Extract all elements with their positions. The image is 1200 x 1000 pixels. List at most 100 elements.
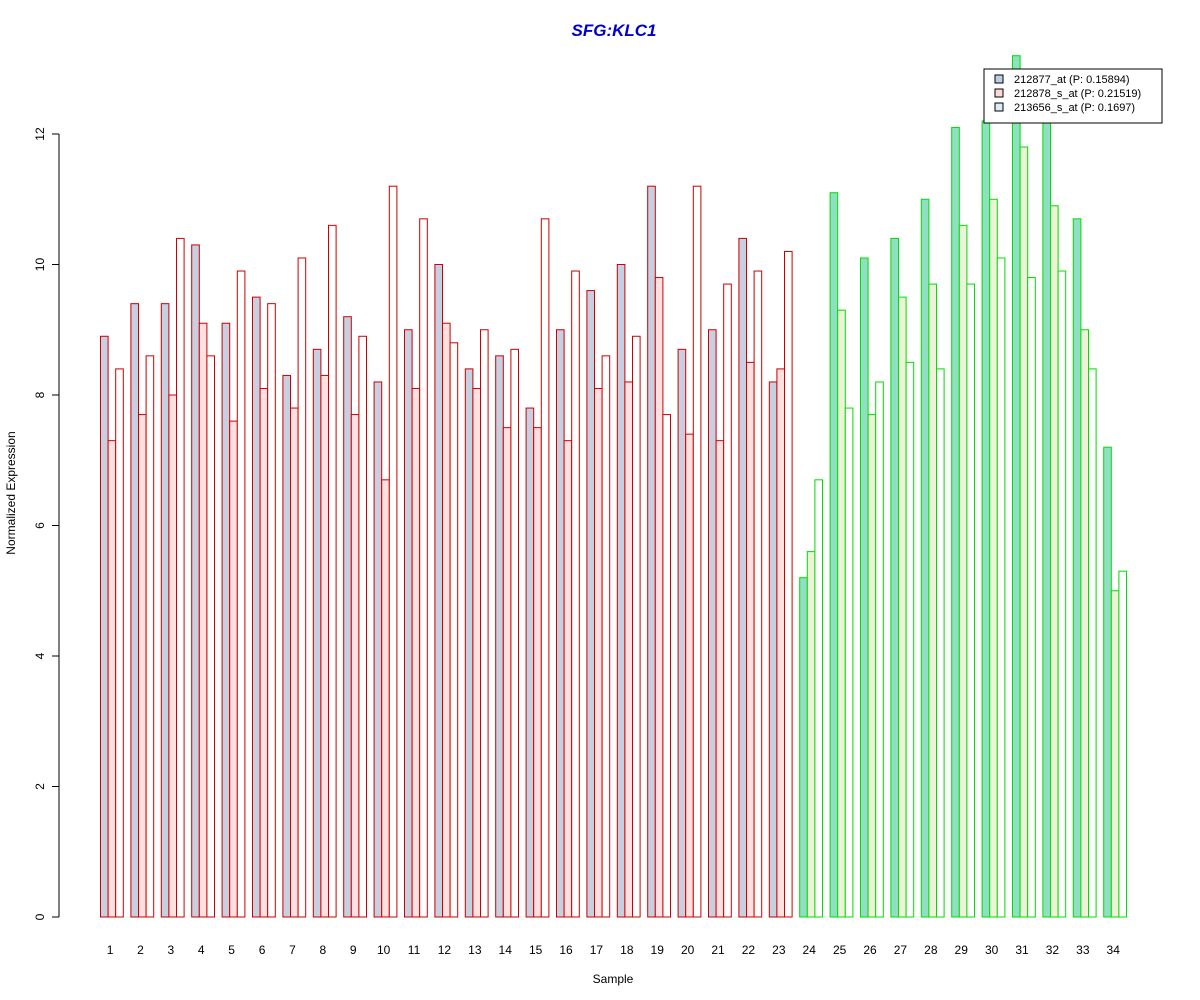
y-tick-label: 2 (33, 783, 47, 790)
bar (419, 218, 428, 918)
y-tick-label: 6 (33, 522, 47, 529)
bar (267, 303, 276, 918)
bar (1057, 270, 1067, 918)
bar (495, 355, 504, 918)
y-tick-label: 8 (33, 391, 47, 398)
bar (502, 427, 512, 918)
bar (989, 198, 998, 918)
bar (328, 224, 337, 918)
x-tick-label: 8 (319, 943, 326, 957)
bar (1027, 277, 1036, 918)
bar (100, 335, 109, 918)
bar (753, 270, 763, 918)
bar (799, 577, 808, 918)
bar (996, 257, 1006, 918)
bar (1019, 146, 1029, 918)
bar (563, 440, 573, 918)
bar (472, 387, 481, 918)
bar (252, 296, 261, 918)
y-tick-label: 4 (33, 652, 47, 659)
bar (806, 551, 816, 918)
bar (1088, 368, 1097, 918)
bar (107, 440, 117, 918)
x-tick-label: 22 (742, 943, 756, 957)
bar (282, 374, 291, 918)
bar (1012, 55, 1021, 918)
bar (890, 237, 900, 918)
bar (1103, 446, 1112, 918)
bar (191, 244, 200, 918)
bar (442, 322, 451, 918)
x-tick-label: 1 (107, 943, 114, 957)
y-axis-label: Normalized Expression (4, 431, 18, 554)
x-tick-label: 27 (894, 943, 908, 957)
x-tick-label: 31 (1015, 943, 1029, 957)
x-tick-label: 3 (167, 943, 174, 957)
bar (411, 387, 421, 918)
bar (814, 479, 824, 918)
bar (685, 433, 694, 918)
bar (616, 264, 626, 918)
x-tick-label: 6 (259, 943, 266, 957)
bar (449, 342, 459, 918)
x-tick-label: 2 (137, 943, 144, 957)
x-tick-label: 13 (468, 943, 482, 957)
bar (343, 316, 352, 918)
bar (746, 361, 755, 918)
bar (320, 374, 329, 918)
bar (829, 192, 839, 918)
x-tick-label: 23 (772, 943, 786, 957)
bar (860, 257, 869, 918)
bar (464, 368, 474, 918)
bar (898, 296, 907, 918)
x-tick-label: 21 (711, 943, 725, 957)
bar (115, 368, 124, 918)
x-tick-label: 18 (620, 943, 634, 957)
x-tick-label: 19 (651, 943, 665, 957)
x-tick-label: 26 (863, 943, 877, 957)
bar (708, 329, 717, 918)
x-tick-labels: 1 2 3 4 5 6 7 8 9 10 11 12 13 14 15 16 17 18 19 20 21 22 23 24 2… (107, 943, 1121, 957)
legend: 212877_at (P: 0.15894) 212878_s_at (P: 0.… (983, 68, 1163, 124)
bar (160, 303, 170, 918)
bar (1110, 590, 1120, 918)
x-tick-label: 24 (803, 943, 817, 957)
bar (130, 303, 139, 918)
legend-swatch (994, 88, 1004, 98)
bar (404, 329, 413, 918)
bar (936, 368, 945, 918)
legend-entry: 213656_s_at (P: 0.1697) (1014, 102, 1135, 114)
bar (533, 427, 542, 918)
x-tick-label: 12 (438, 943, 452, 957)
bar (297, 257, 307, 918)
bar (677, 348, 687, 918)
x-tick-label: 28 (924, 943, 938, 957)
bar (145, 355, 155, 918)
bar (480, 329, 489, 918)
x-tick-label: 10 (377, 943, 391, 957)
legend-box (983, 68, 1163, 124)
x-axis-label: Sample (593, 972, 634, 986)
bar (1072, 218, 1082, 918)
bar (928, 283, 938, 918)
bar (594, 387, 603, 918)
x-tick-label: 33 (1076, 943, 1090, 957)
bar (654, 277, 664, 918)
bar (236, 270, 246, 918)
y-axis: 0 2 4 6 8 10 12 (33, 127, 60, 920)
bar (966, 283, 976, 918)
bar (632, 335, 641, 918)
bar (844, 407, 854, 918)
bar (905, 361, 915, 918)
bar (867, 414, 877, 918)
y-tick-label: 12 (33, 127, 47, 141)
x-tick-label: 5 (228, 943, 235, 957)
bar (312, 348, 322, 918)
legend-entry: 212878_s_at (P: 0.21519) (1014, 88, 1141, 100)
bar (920, 198, 930, 918)
bar (784, 250, 793, 918)
legend-swatch (994, 102, 1004, 112)
x-tick-label: 30 (985, 943, 999, 957)
bar (837, 309, 846, 918)
